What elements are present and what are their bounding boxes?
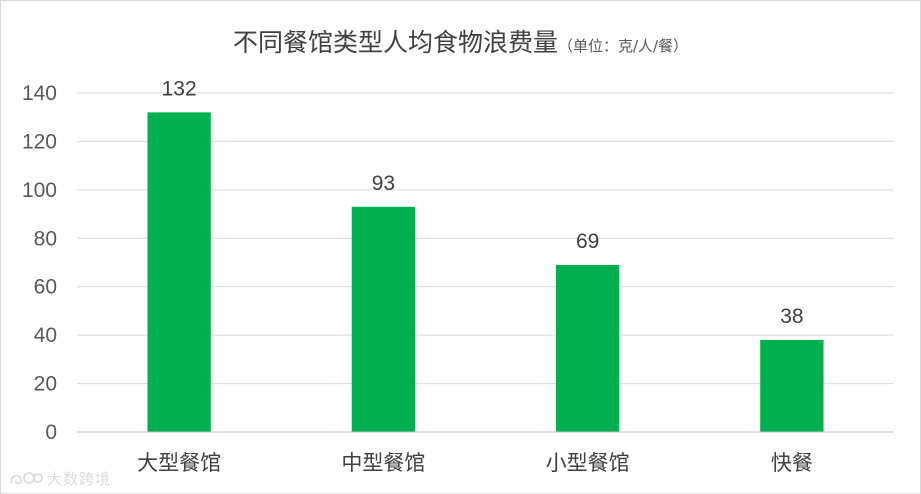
watermark: 大数跨境 [9, 467, 111, 489]
y-tick-label: 40 [34, 324, 57, 347]
x-category-label: 大型餐馆 [137, 451, 221, 475]
data-label: 69 [576, 230, 599, 253]
watermark-text: 大数跨境 [47, 469, 112, 488]
bar [555, 264, 620, 432]
chart-title-main: 不同餐馆类型人均食物浪费量 [232, 28, 558, 57]
y-tick-label: 120 [22, 130, 57, 153]
bar [351, 206, 416, 432]
x-category-label: 中型餐馆 [341, 451, 425, 475]
x-category-label: 小型餐馆 [546, 451, 630, 475]
dashuju-logo-icon [10, 472, 43, 485]
bar [760, 339, 824, 432]
x-category-label: 快餐 [771, 451, 813, 475]
data-label: 93 [372, 172, 395, 195]
y-tick-label: 140 [22, 82, 57, 105]
data-label: 132 [162, 77, 197, 100]
y-tick-label: 0 [45, 421, 57, 444]
y-tick-label: 20 [34, 373, 57, 396]
chart-title: 不同餐馆类型人均食物浪费量（单位：克/人/餐） [1, 23, 920, 59]
y-tick-label: 80 [34, 227, 57, 250]
bar [147, 112, 211, 432]
y-tick-label: 60 [34, 276, 57, 299]
data-label: 38 [780, 305, 803, 328]
chart-title-unit: （单位：克/人/餐） [557, 37, 689, 55]
y-tick-label: 100 [22, 179, 57, 202]
